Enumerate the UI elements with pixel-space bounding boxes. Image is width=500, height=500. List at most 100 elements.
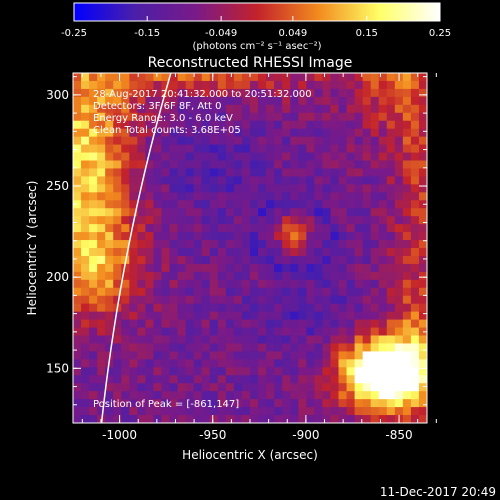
heatmap-cell: [418, 152, 427, 162]
heatmap-cell: [410, 407, 420, 416]
heatmap-cell: [378, 136, 388, 146]
heatmap-cell: [169, 287, 179, 297]
heatmap-cell: [121, 343, 130, 352]
heatmap-cell: [290, 96, 299, 106]
heatmap-cell: [209, 367, 219, 376]
heatmap-cell: [121, 287, 130, 297]
heatmap-cell: [97, 240, 106, 249]
heatmap-cell: [217, 399, 227, 408]
heatmap-cell: [185, 184, 195, 193]
heatmap-cell: [402, 351, 412, 360]
heatmap-cell: [250, 104, 259, 114]
heatmap-cell: [338, 80, 348, 90]
heatmap-cell: [137, 319, 147, 329]
heatmap-cell: [225, 391, 235, 400]
heatmap-cell: [330, 335, 340, 345]
heatmap-cell: [225, 415, 235, 423]
heatmap-cell: [185, 152, 195, 162]
heatmap-cell: [217, 255, 227, 265]
heatmap-cell: [362, 80, 372, 90]
heatmap-cell: [282, 303, 291, 313]
heatmap-cell: [201, 73, 211, 82]
heatmap-cell: [121, 160, 130, 170]
heatmap-cell: [338, 351, 348, 360]
heatmap-cell: [217, 152, 227, 162]
heatmap-cell: [338, 255, 348, 265]
footer-timestamp: 11-Dec-2017 20:49: [380, 485, 496, 499]
heatmap-cell: [322, 319, 332, 329]
heatmap-cell: [153, 88, 163, 98]
heatmap-cell: [73, 248, 82, 257]
heatmap-cell: [145, 415, 155, 423]
heatmap-cell: [89, 351, 98, 360]
heatmap-cell: [282, 73, 291, 82]
heatmap-cell: [298, 287, 307, 297]
heatmap-cell: [250, 391, 259, 400]
heatmap-cell: [129, 327, 138, 337]
heatmap-cell: [217, 383, 227, 392]
heatmap-cell: [282, 407, 291, 416]
heatmap-cell: [161, 295, 171, 305]
heatmap-cell: [97, 311, 106, 321]
heatmap-cell: [113, 160, 122, 170]
heatmap-cell: [258, 73, 267, 82]
heatmap-cells: [73, 73, 427, 423]
heatmap-cell: [282, 200, 291, 209]
heatmap-cell: [137, 375, 147, 384]
heatmap-cell: [394, 391, 404, 400]
heatmap-cell: [330, 112, 340, 122]
heatmap-cell: [266, 327, 275, 337]
heatmap-cell: [73, 136, 82, 146]
heatmap-cell: [121, 399, 130, 408]
heatmap-cell: [73, 208, 82, 217]
heatmap-cell: [241, 335, 251, 345]
heatmap-cell: [97, 224, 106, 233]
heatmap-cell: [233, 335, 243, 345]
heatmap-cell: [282, 248, 291, 257]
colorbar-tick-label: -0.049: [205, 28, 237, 39]
heatmap-cell: [233, 359, 243, 368]
heatmap-cell: [250, 271, 259, 281]
heatmap-cell: [145, 112, 155, 122]
heatmap-cell: [121, 200, 130, 209]
heatmap-cell: [121, 335, 130, 345]
heatmap-cell: [354, 407, 364, 416]
heatmap-cell: [322, 263, 332, 273]
heatmap-cell: [241, 279, 251, 289]
heatmap-cell: [185, 120, 195, 130]
heatmap-cell: [105, 232, 114, 241]
heatmap-cell: [410, 88, 420, 98]
heatmap-cell: [177, 327, 187, 337]
heatmap-cell: [282, 240, 291, 249]
heatmap-cell: [145, 367, 155, 376]
heatmap-cell: [338, 287, 348, 297]
heatmap-cell: [298, 192, 307, 201]
heatmap-cell: [137, 232, 147, 241]
heatmap-cell: [386, 168, 396, 177]
heatmap-cell: [201, 128, 211, 138]
heatmap-cell: [73, 96, 82, 106]
heatmap-cell: [330, 216, 340, 225]
heatmap-cell: [418, 96, 427, 106]
heatmap-cell: [129, 96, 138, 106]
heatmap-cell: [177, 255, 187, 265]
heatmap-cell: [338, 359, 348, 368]
heatmap-cell: [201, 367, 211, 376]
heatmap-cell: [258, 232, 267, 241]
heatmap-cell: [193, 255, 203, 265]
heatmap-cell: [193, 335, 203, 345]
heatmap-cell: [330, 136, 340, 146]
heatmap-cell: [394, 319, 404, 329]
heatmap-cell: [410, 176, 420, 185]
heatmap-cell: [225, 216, 235, 225]
heatmap-cell: [129, 73, 138, 82]
heatmap-cell: [129, 176, 138, 185]
heatmap-cell: [258, 415, 267, 423]
heatmap-cell: [266, 216, 275, 225]
heatmap-cell: [113, 263, 122, 273]
heatmap-cell: [209, 208, 219, 217]
heatmap-cell: [322, 311, 332, 321]
heatmap-cell: [378, 407, 388, 416]
heatmap-cell: [274, 287, 283, 297]
heatmap-cell: [346, 112, 356, 122]
